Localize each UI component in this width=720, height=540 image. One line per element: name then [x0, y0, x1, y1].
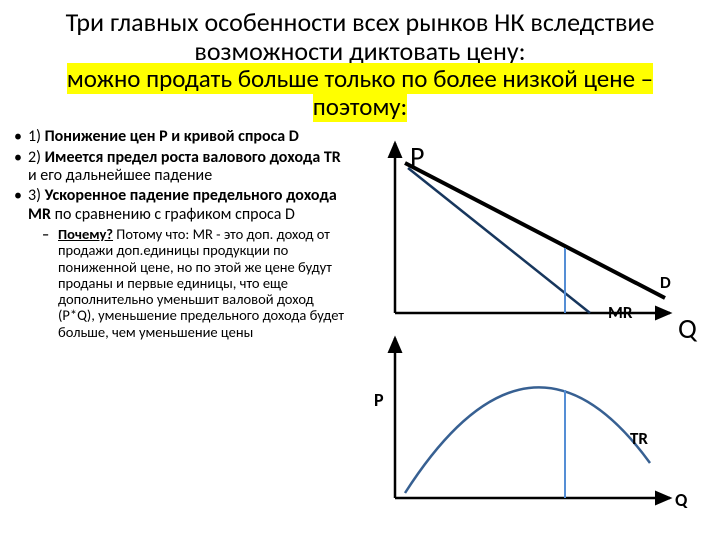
svg-text:Q: Q	[678, 311, 698, 346]
title-sub: можно продать больше только по более низ…	[67, 63, 653, 122]
economics-chart: P D MR Q P TR Q	[360, 128, 710, 508]
content: • 1) Понижение цен Р и кривой спроса D •…	[0, 124, 720, 513]
title-main: Три главных особенности всех рынков НК в…	[20, 8, 700, 65]
bullet-1: • 1) Понижение цен Р и кривой спроса D	[10, 128, 352, 146]
svg-text:TR: TR	[630, 428, 648, 449]
sub-bullet: – Почему? Потому что: MR - это доп. дохо…	[42, 226, 352, 340]
title-block: Три главных особенности всех рынков НК в…	[0, 0, 720, 124]
chart-area: P D MR Q P TR Q	[360, 128, 710, 513]
svg-text:P: P	[410, 139, 424, 174]
svg-text:P: P	[374, 389, 384, 411]
svg-text:D: D	[660, 272, 671, 293]
bullet-3: • 3) Ускоренное падение предельного дохо…	[10, 187, 352, 224]
bullet-2: • 2) Имеется предел роста валового доход…	[10, 149, 352, 186]
bullet-list: • 1) Понижение цен Р и кривой спроса D •…	[10, 128, 360, 513]
svg-text:Q: Q	[675, 489, 688, 508]
svg-text:MR: MR	[608, 302, 633, 323]
